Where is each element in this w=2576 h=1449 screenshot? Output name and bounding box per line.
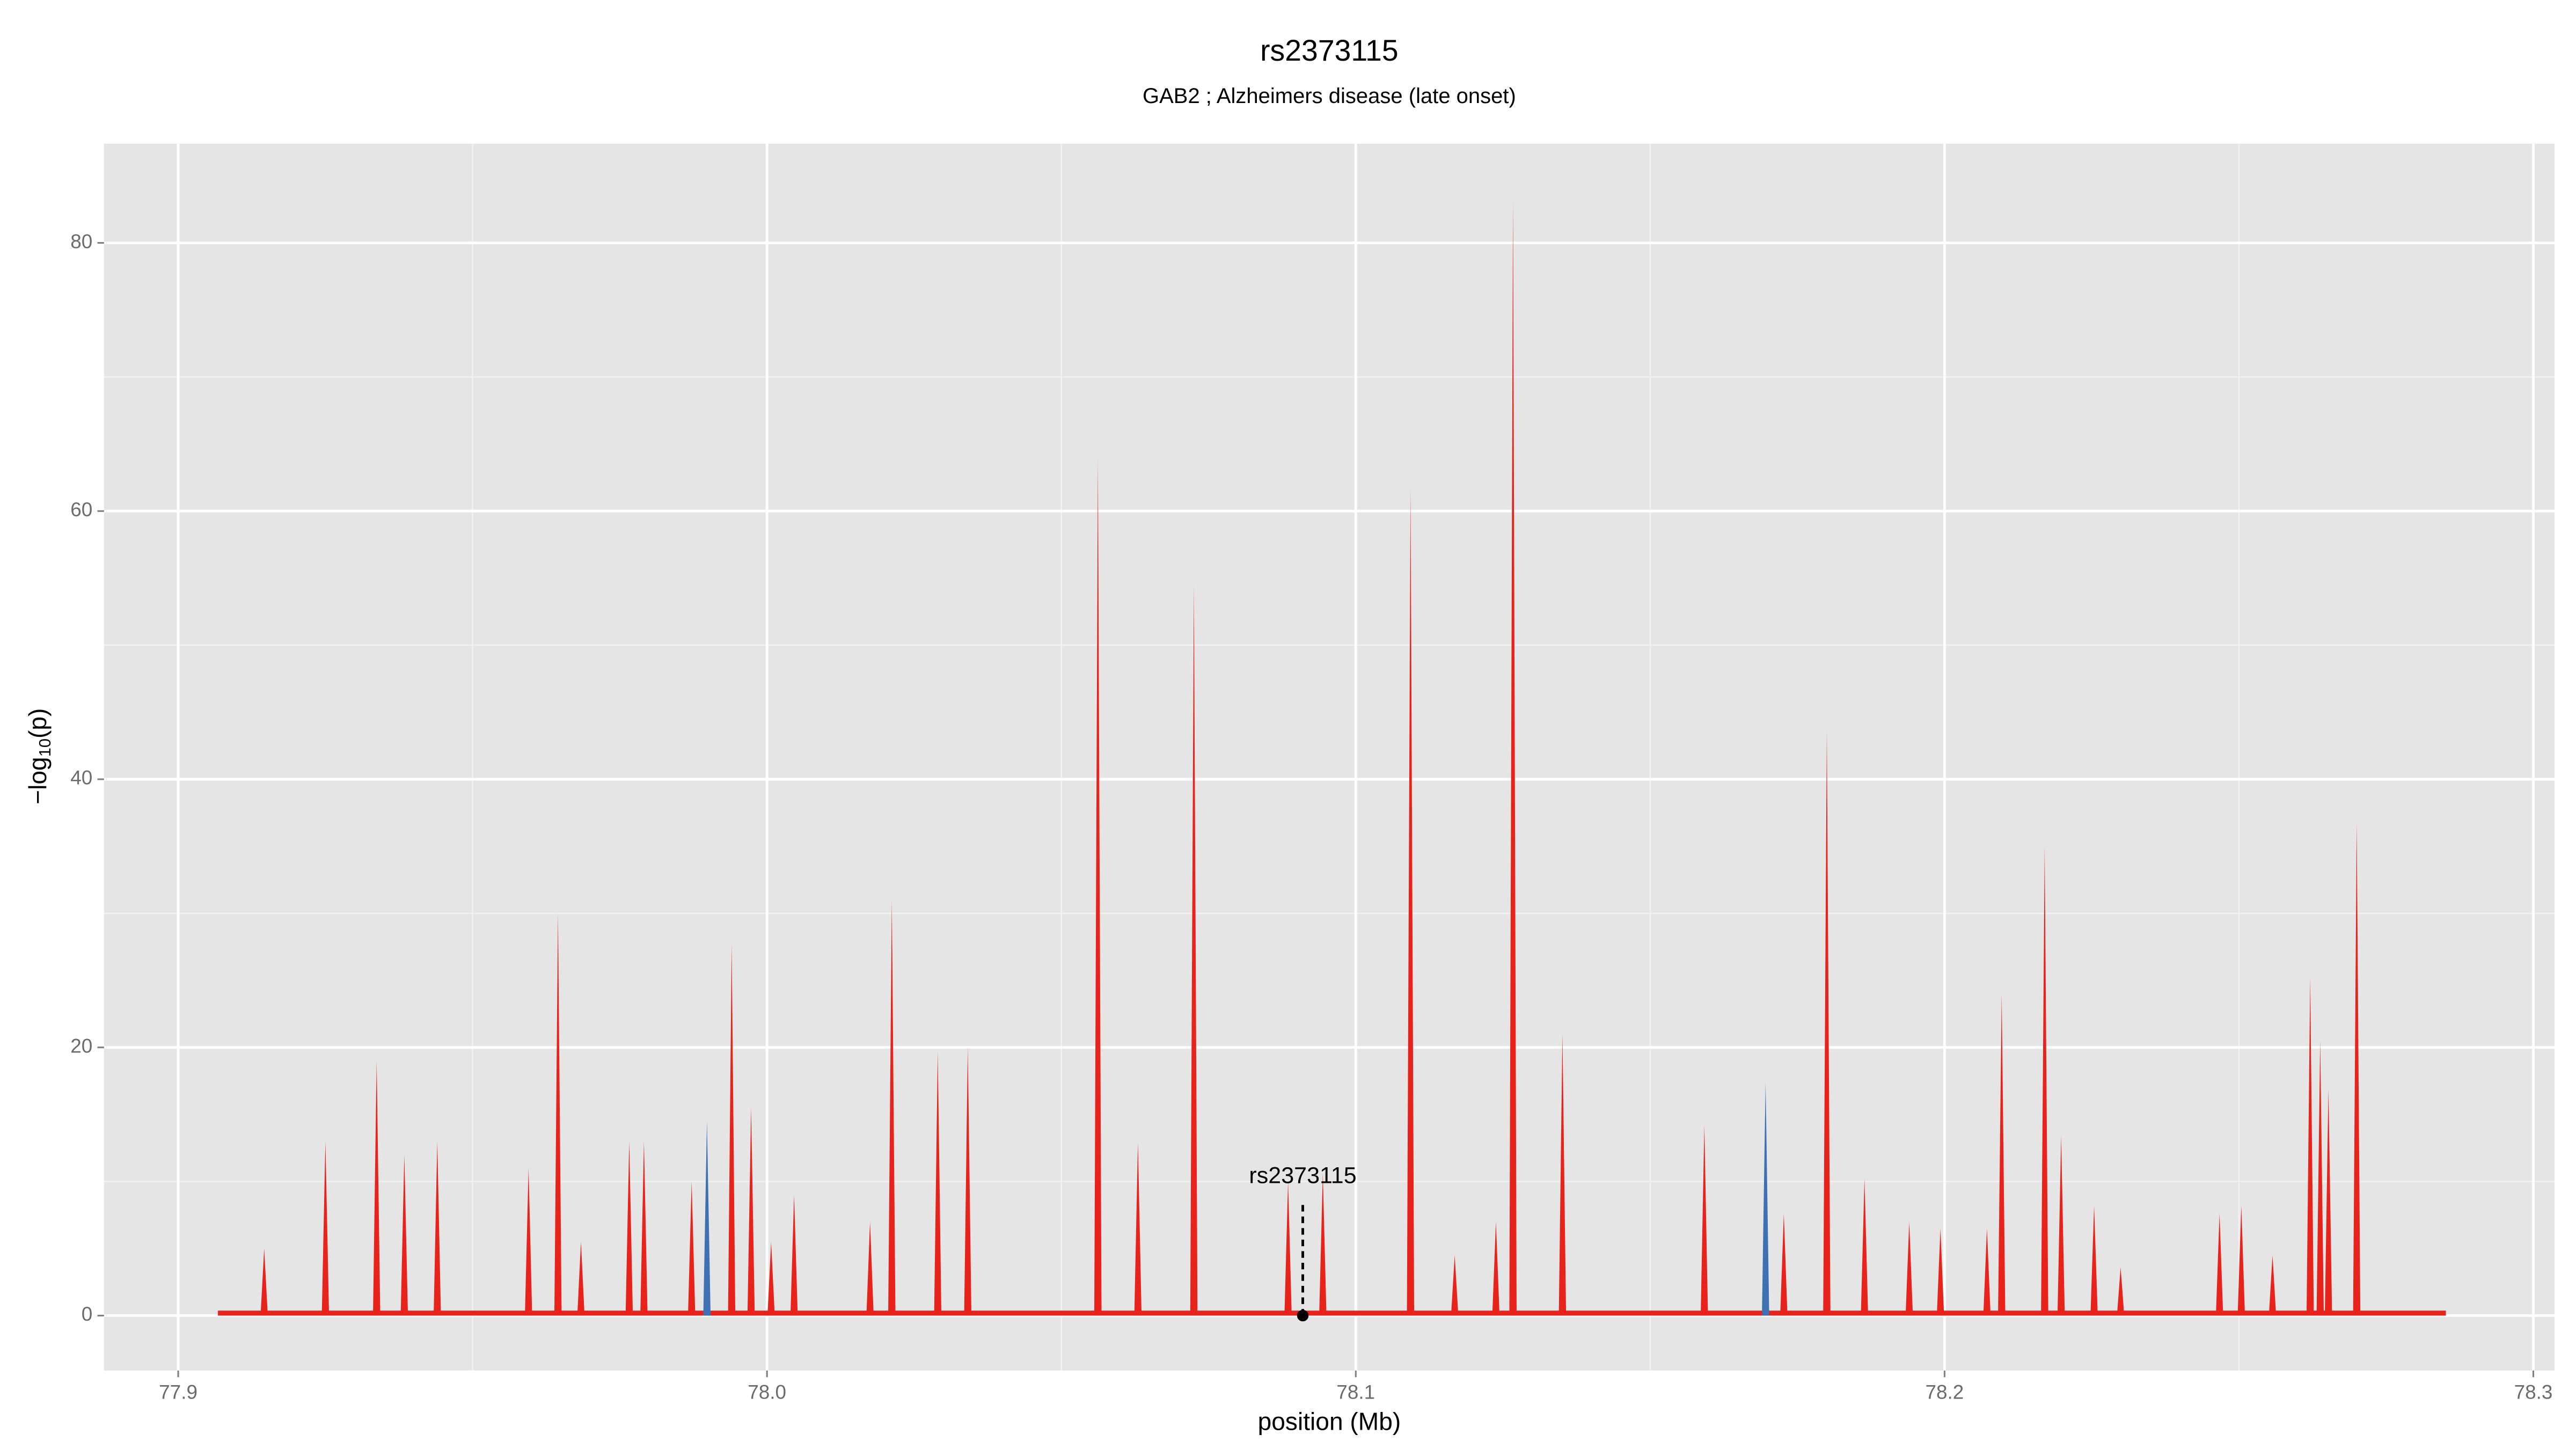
x-tick-label: 77.9 (159, 1381, 197, 1403)
spike (1319, 1173, 1327, 1316)
spike (2215, 1213, 2223, 1316)
spike (2090, 1205, 2098, 1316)
chart-subtitle: GAB2 ; Alzheimers disease (late onset) (1143, 84, 1516, 108)
y-label-sub: 10 (35, 738, 54, 757)
spike (2057, 1136, 2065, 1316)
spike (703, 1121, 711, 1316)
spike (1190, 584, 1198, 1316)
x-tick-label: 78.0 (748, 1381, 786, 1403)
y-tick-label: 20 (70, 1035, 92, 1057)
spike (1134, 1143, 1142, 1316)
spike (625, 1141, 633, 1316)
x-tick-label: 78.3 (2514, 1381, 2553, 1403)
spike (790, 1195, 798, 1316)
spike (2041, 846, 2048, 1316)
spike (1823, 731, 1831, 1316)
baseline-band (218, 1311, 2446, 1316)
spike (640, 1141, 648, 1316)
y-label-prefix: −log (24, 757, 52, 804)
spike (866, 1221, 874, 1316)
spike (577, 1241, 585, 1316)
chart-title: rs2373115 (1260, 34, 1399, 67)
spike (554, 913, 562, 1316)
spike (1492, 1221, 1500, 1316)
spike (888, 899, 896, 1316)
spike (1780, 1213, 1788, 1316)
x-axis-label: position (Mb) (1258, 1407, 1401, 1435)
spike (321, 1141, 330, 1316)
plot-panel (104, 143, 2555, 1371)
spike (1509, 199, 1517, 1316)
spike (1998, 993, 2006, 1316)
spike (1407, 488, 1415, 1316)
y-label-suffix: (p) (24, 708, 52, 738)
spike (2353, 822, 2361, 1316)
spike (767, 1241, 775, 1316)
spike (747, 1108, 755, 1316)
spike (1905, 1221, 1913, 1316)
spike (1936, 1228, 1944, 1316)
y-tick-label: 0 (82, 1303, 93, 1325)
y-tick-label: 40 (70, 767, 92, 789)
y-tick-label: 60 (70, 499, 92, 521)
y-tick-label: 80 (70, 230, 92, 252)
spike (964, 1047, 972, 1316)
spike (1558, 1034, 1567, 1316)
spike (1861, 1179, 1868, 1316)
y-axis-label: −log10(p) (24, 708, 54, 804)
spike (400, 1154, 408, 1316)
spike (1762, 1082, 1769, 1316)
x-tick-label: 78.2 (1925, 1381, 1964, 1403)
spike (1983, 1228, 1991, 1316)
spike (2117, 1267, 2125, 1316)
spike (260, 1248, 268, 1316)
spike (1701, 1125, 1708, 1316)
spike (2268, 1255, 2277, 1316)
spike (1451, 1255, 1459, 1316)
spike (728, 944, 736, 1316)
spike (434, 1141, 441, 1316)
spike (1284, 1181, 1292, 1316)
spike (2237, 1205, 2245, 1316)
spike (373, 1060, 380, 1316)
spike (1094, 458, 1102, 1316)
annotation-point (1297, 1309, 1309, 1322)
spike (687, 1181, 696, 1316)
x-tick-label: 78.1 (1336, 1381, 1375, 1403)
spike (2324, 1089, 2332, 1316)
spike (2306, 977, 2314, 1316)
annotation-label: rs2373115 (1249, 1162, 1356, 1188)
spike (934, 1051, 942, 1316)
spike (2316, 1041, 2324, 1316)
spike (525, 1168, 532, 1316)
